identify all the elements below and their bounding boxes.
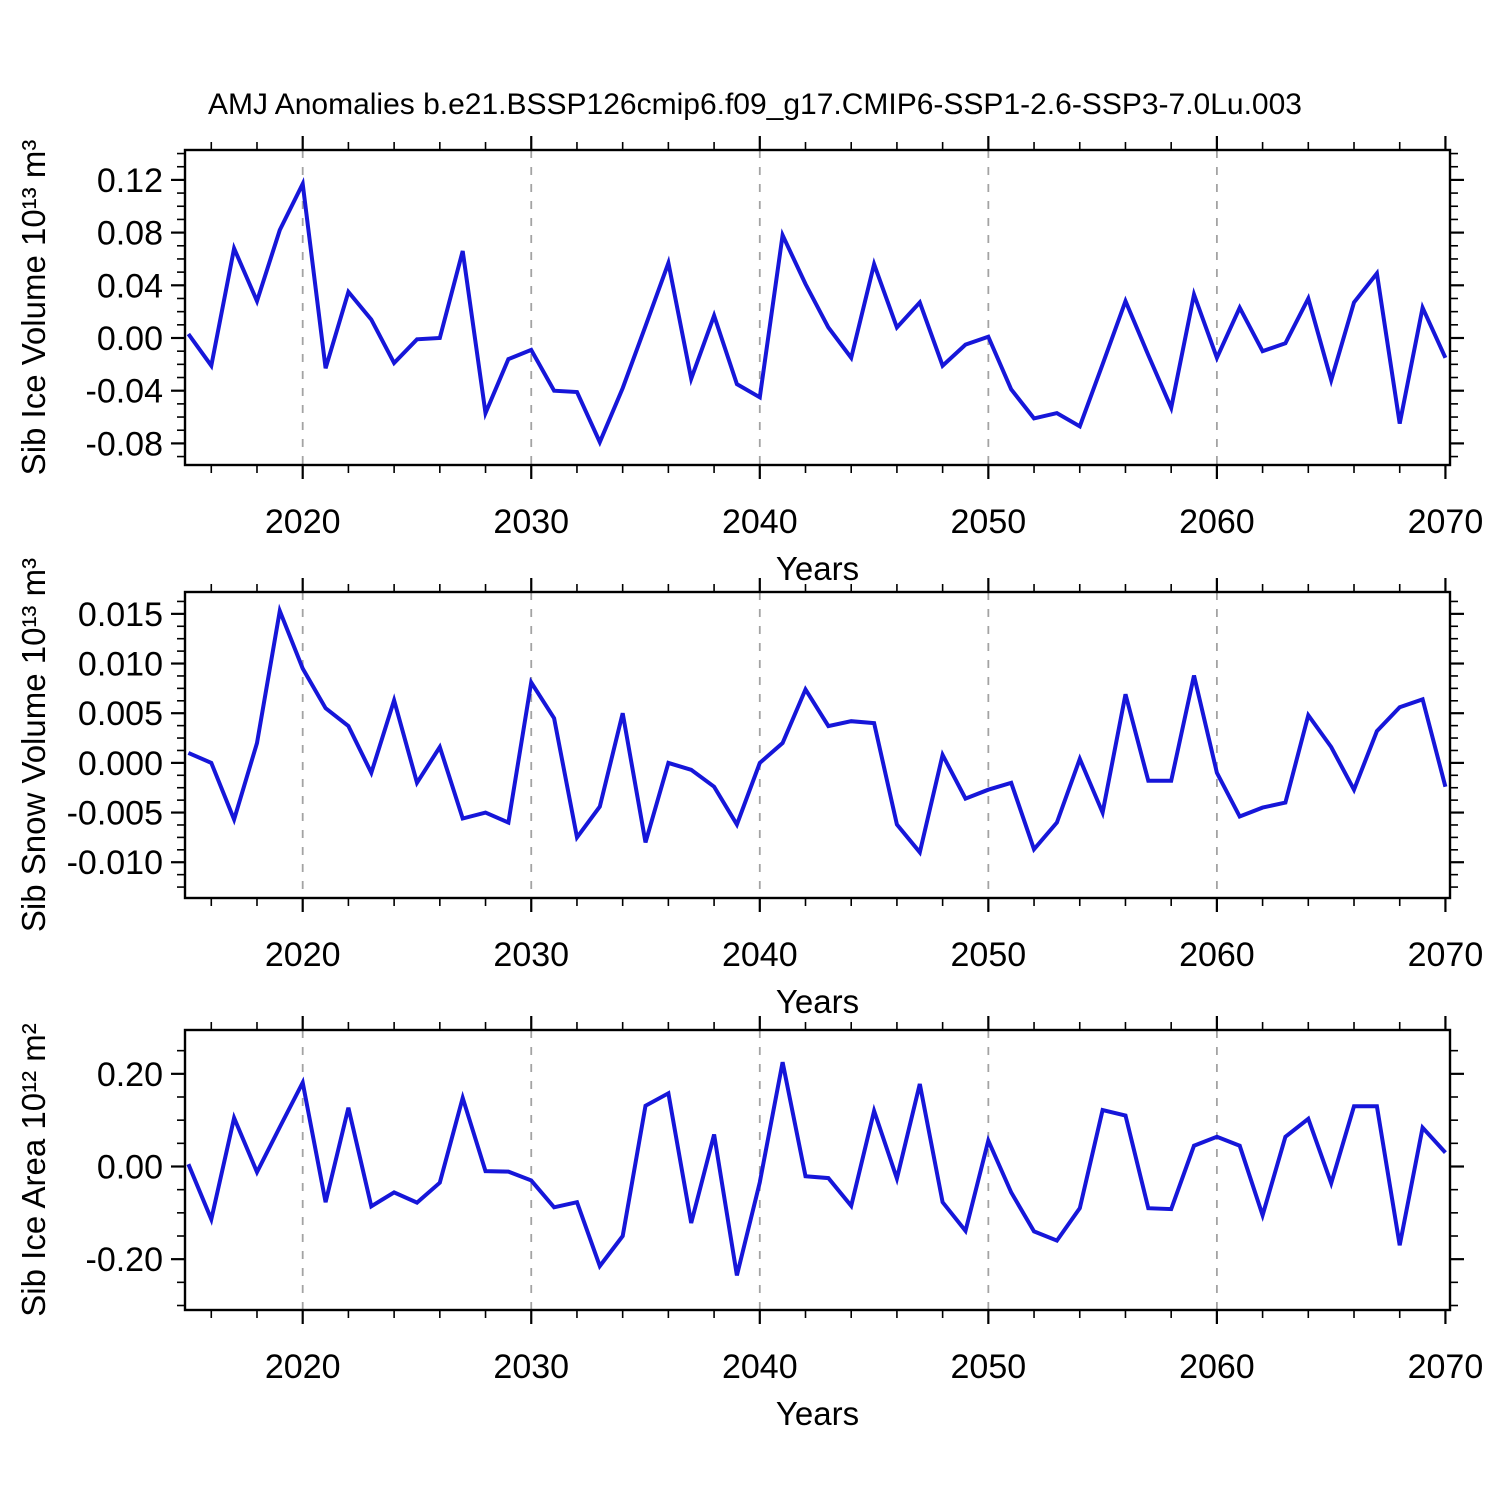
x-tick-label: 2060 xyxy=(1179,936,1255,974)
x-tick-label: 2030 xyxy=(493,503,569,541)
axes-frame xyxy=(183,590,1452,900)
x-tick-label: 2070 xyxy=(1408,1348,1484,1386)
y-tick-label: -0.20 xyxy=(86,1241,164,1279)
x-tick-label: 2040 xyxy=(722,1348,798,1386)
x-axis-title: Years xyxy=(776,1395,859,1432)
axes-frame xyxy=(183,148,1452,467)
y-tick-label: 0.00 xyxy=(97,320,163,358)
x-tick-label: 2050 xyxy=(951,1348,1027,1386)
x-axis-title: Years xyxy=(776,983,859,1020)
x-axis-title: Years xyxy=(776,550,859,587)
x-tick-label: 2020 xyxy=(265,936,341,974)
x-tick-label: 2020 xyxy=(265,1348,341,1386)
x-tick-label: 2030 xyxy=(493,1348,569,1386)
y-tick-label: -0.010 xyxy=(67,844,163,882)
x-tick-label: 2040 xyxy=(722,936,798,974)
y-tick-label: 0.08 xyxy=(97,215,163,253)
y-tick-label: 0.005 xyxy=(78,695,163,733)
y-tick-label: 0.010 xyxy=(78,646,163,684)
y-tick-label: 0.12 xyxy=(97,162,163,200)
x-tick-label: 2060 xyxy=(1179,503,1255,541)
y-tick-label: -0.005 xyxy=(67,795,163,833)
y-tick-label: 0.015 xyxy=(78,596,163,634)
x-tick-label: 2070 xyxy=(1408,503,1484,541)
figure-title: AMJ Anomalies b.e21.BSSP126cmip6.f09_g17… xyxy=(208,88,1302,121)
y-tick-label: -0.08 xyxy=(86,425,164,463)
x-tick-label: 2030 xyxy=(493,936,569,974)
x-tick-label: 2020 xyxy=(265,503,341,541)
panel-sib-snow-volume: 2020 2030 2040 2050 2060 2070 0.015 0.010 0.005 0… xyxy=(15,558,1483,1020)
panel-sib-ice-volume: 2020 2030 2040 2050 2060 2070 0.12 0.08 0.04 0.00… xyxy=(15,136,1483,587)
series-line-sib-ice-volume xyxy=(186,177,1448,448)
y-axis-title: Sib Snow Volume 10¹³ m³ xyxy=(15,558,52,932)
axes-frame xyxy=(183,1028,1452,1312)
panel-sib-ice-area: 2020 2030 2040 2050 2060 2070 0.20 0.00 -0.20 Sib… xyxy=(15,1016,1483,1432)
y-tick-label: 0.04 xyxy=(97,267,163,305)
y-tick-label: -0.04 xyxy=(86,373,164,411)
x-tick-label: 2050 xyxy=(951,503,1027,541)
series-line-sib-ice-area xyxy=(186,1061,1447,1276)
x-tick-label: 2060 xyxy=(1179,1348,1255,1386)
y-tick-label: 0.20 xyxy=(97,1056,163,1094)
y-tick-label: 0.000 xyxy=(78,745,163,783)
y-tick-label: 0.00 xyxy=(97,1149,163,1187)
x-tick-label: 2050 xyxy=(951,936,1027,974)
y-axis-title: Sib Ice Area 10¹² m² xyxy=(15,1023,52,1316)
y-axis-title: Sib Ice Volume 10¹³ m³ xyxy=(15,140,52,476)
x-tick-label: 2070 xyxy=(1408,936,1484,974)
x-tick-label: 2040 xyxy=(722,503,798,541)
series-line-sib-snow-volume xyxy=(187,603,1448,857)
